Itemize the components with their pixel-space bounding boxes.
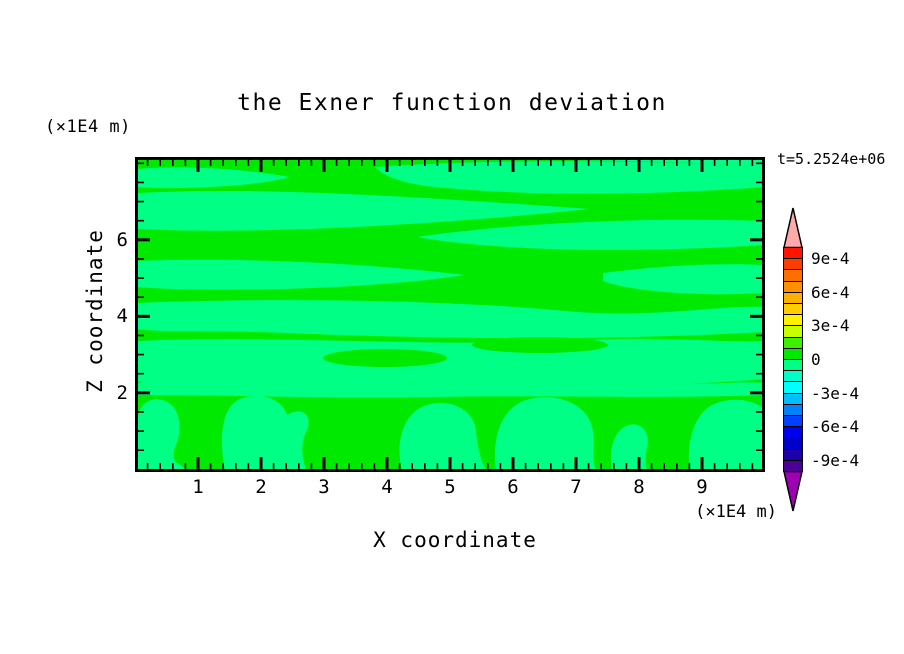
colorbar-band — [784, 437, 802, 449]
colorbar-over-arrow — [783, 207, 803, 248]
colorbar-band — [784, 291, 802, 304]
contour-region — [138, 452, 186, 469]
colorbar-label: -9e-4 — [811, 451, 860, 470]
contour-region — [565, 160, 762, 166]
colorbar-label: 9e-4 — [811, 249, 850, 268]
x-tick-label: 5 — [444, 476, 456, 498]
colorbar-band — [784, 258, 802, 270]
colorbar-label: 0 — [811, 350, 821, 369]
plot-border — [135, 157, 765, 472]
colorbar-band — [784, 248, 802, 259]
contour-region — [138, 339, 762, 390]
colorbar-label: -3e-4 — [811, 384, 860, 403]
contour-region — [138, 300, 762, 339]
contour-region — [494, 397, 596, 469]
colorbar-band — [784, 381, 802, 393]
colorbar-band — [784, 280, 802, 292]
colorbar-band — [784, 403, 802, 416]
y-tick-label: 6 — [116, 229, 128, 251]
colorbar-band — [784, 359, 802, 371]
contour-region — [688, 399, 762, 469]
contour-regions — [138, 160, 762, 469]
colorbar-label: 3e-4 — [811, 316, 850, 335]
time-annotation: t=5.2524e+06 — [777, 150, 886, 168]
x-axis-unit-label: (×1E4 m) — [695, 502, 777, 522]
y-axis-title: Z coordinate — [83, 229, 107, 393]
contour-plot — [135, 157, 765, 472]
x-tick-label: 3 — [318, 476, 330, 498]
colorbar-band — [784, 347, 802, 360]
colorbar-band — [784, 336, 802, 348]
contour-plot-svg — [135, 157, 765, 472]
y-tick-label: 4 — [116, 305, 128, 327]
x-tick-label: 2 — [255, 476, 267, 498]
contour-region — [138, 167, 290, 189]
colorbar-under-arrow — [783, 471, 803, 512]
colorbar-band — [784, 370, 802, 382]
colorbar-label: 6e-4 — [811, 283, 850, 302]
colorbar-band — [784, 415, 802, 427]
contour-region — [357, 217, 379, 223]
x-tick-label: 6 — [507, 476, 519, 498]
colorbar-band — [784, 392, 802, 404]
y-axis-unit-label: (×1E4 m) — [45, 117, 131, 137]
contour-region — [417, 219, 762, 251]
contour-region — [375, 161, 762, 194]
plot-title: the Exner function deviation — [237, 90, 667, 116]
contour-region — [221, 395, 309, 469]
contour-region — [138, 190, 590, 231]
colorbar-band — [784, 426, 802, 438]
contour-region — [138, 380, 762, 398]
x-tick-label: 1 — [192, 476, 204, 498]
contour-island — [323, 349, 447, 367]
colorbar-band — [784, 459, 802, 472]
y-tick-label: 2 — [116, 382, 128, 404]
contour-region — [138, 259, 465, 290]
contour-region — [603, 264, 762, 295]
colorbar-label: -6e-4 — [811, 417, 860, 436]
x-tick-label: 7 — [570, 476, 582, 498]
x-tick-label: 8 — [633, 476, 645, 498]
colorbar-band — [784, 269, 802, 281]
colorbar-under-arrow-shape — [783, 471, 803, 512]
colorbar-bands — [783, 247, 803, 472]
contour-region — [138, 399, 181, 469]
x-axis-title: X coordinate — [373, 528, 537, 552]
colorbar-band — [784, 448, 802, 460]
contour-island — [472, 337, 608, 353]
axis-ticks — [138, 160, 762, 469]
colorbar-over-arrow-shape — [783, 207, 803, 248]
colorbar-band — [784, 325, 802, 337]
x-tick-label: 9 — [696, 476, 708, 498]
x-tick-label: 4 — [381, 476, 393, 498]
colorbar-band — [784, 314, 802, 326]
colorbar-band — [784, 303, 802, 315]
contour-region — [399, 402, 486, 469]
